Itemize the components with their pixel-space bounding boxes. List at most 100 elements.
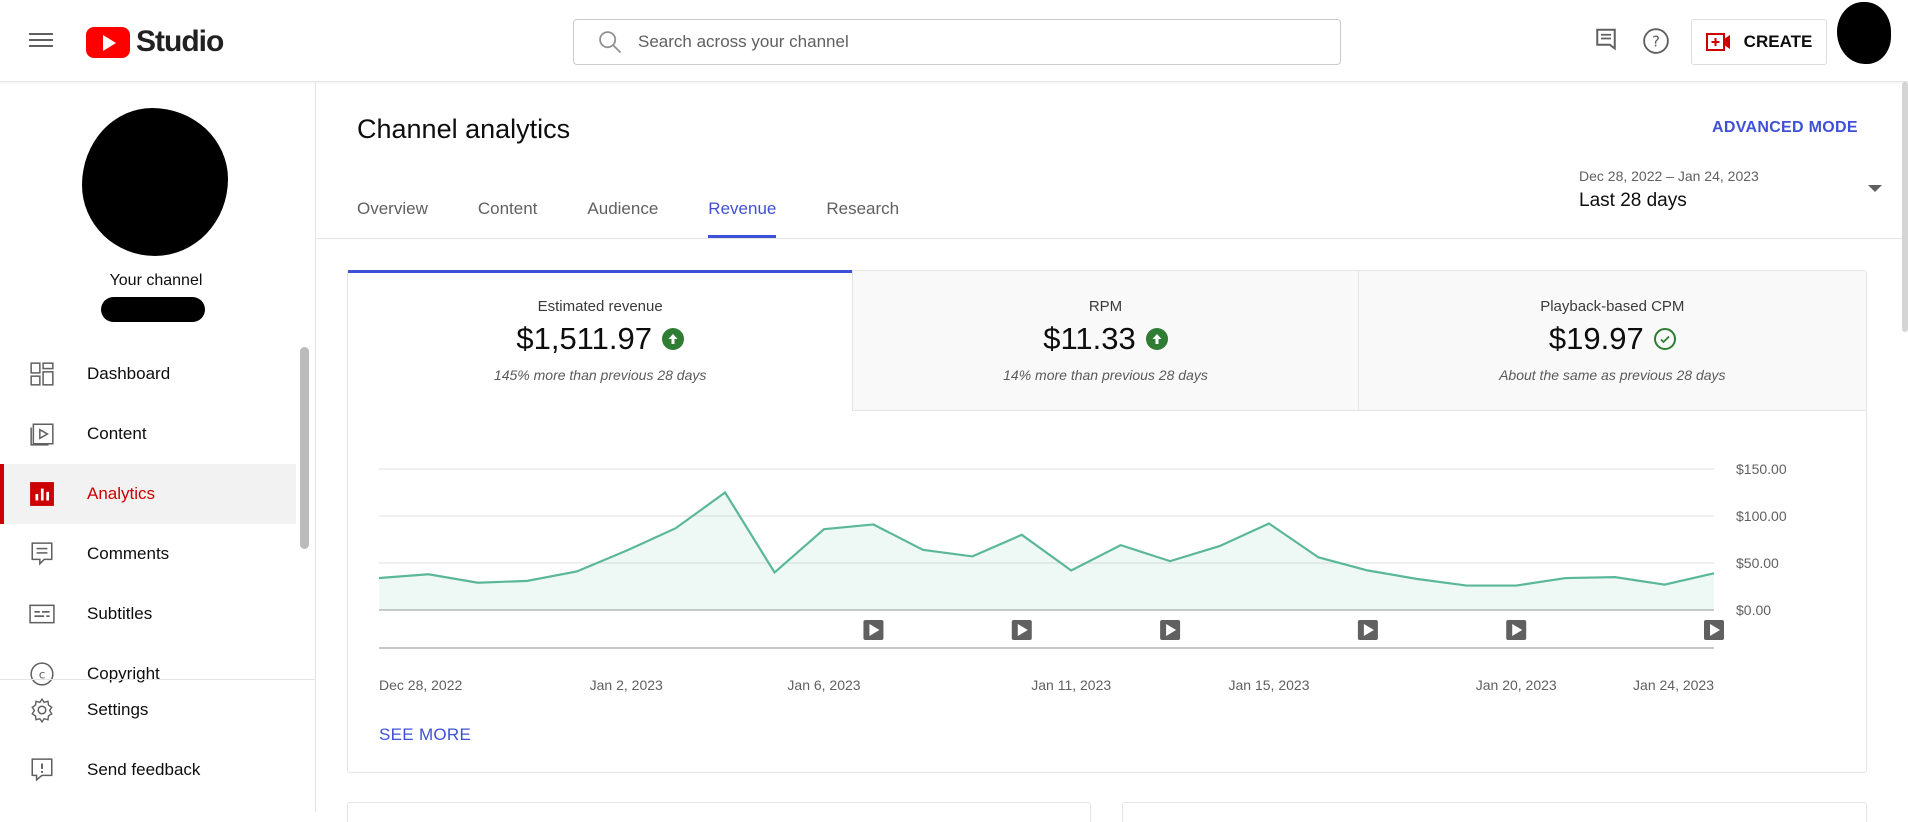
metric-value-row: $19.97 (1359, 321, 1866, 357)
sidebar-item-label: Settings (87, 700, 149, 719)
tab-audience[interactable]: Audience (587, 199, 659, 218)
series-area (379, 492, 1714, 610)
metric-tabs: Estimated revenue $1,511.97 145% more th… (348, 270, 1866, 411)
x-tick-label: Jan 6, 2023 (787, 677, 860, 693)
sidebar-item-analytics[interactable]: Analytics (0, 464, 296, 524)
y-tick-label: $100.00 (1736, 508, 1787, 524)
account-avatar[interactable] (1837, 2, 1891, 64)
help-icon[interactable]: ? (1641, 26, 1671, 56)
page-scrollbar[interactable] (1902, 82, 1908, 332)
create-video-icon (1705, 33, 1730, 51)
sidebar-item-label: Copyright (87, 664, 160, 683)
gear-icon (31, 697, 53, 723)
sidebar-item-label: Dashboard (87, 364, 171, 383)
search-input[interactable] (638, 32, 1318, 52)
create-button[interactable]: CREATE (1691, 19, 1827, 65)
revenue-chart: $150.00 $100.00 $50.00 $0.00 Dec 28, 2022 Jan… (348, 411, 1868, 701)
sidebar-item-comments[interactable]: Comments (0, 524, 296, 584)
arrow-up-icon (661, 328, 684, 350)
metric-comparison: About the same as previous 28 days (1499, 367, 1726, 383)
sidebar: Your channel Dashboard Content Analytics… (0, 82, 316, 812)
x-tick-label: Jan 11, 2023 (1031, 677, 1111, 693)
sidebar-item-subtitles[interactable]: Subtitles (0, 584, 296, 644)
metric-value: $1,511.97 (516, 321, 652, 356)
play-icon (869, 624, 880, 636)
main-content: Channel analytics ADVANCED MODE Overview… (317, 82, 1908, 822)
feedback-icon (31, 758, 53, 782)
svg-text:?: ? (1652, 33, 1660, 51)
dashboard-icon (30, 362, 54, 386)
tab-overview[interactable]: Overview (357, 199, 428, 218)
revenue-card: Estimated revenue $1,511.97 145% more th… (347, 270, 1867, 773)
your-channel-label: Your channel (109, 272, 203, 289)
svg-text:c: c (39, 667, 46, 681)
bottom-card-left (347, 802, 1091, 822)
x-tick-label: Jan 2, 2023 (590, 677, 663, 693)
chevron-down-icon (1868, 185, 1882, 192)
x-tick-label: Jan 24, 2023 (1633, 677, 1714, 693)
search-icon (599, 31, 622, 54)
channel-name-redacted (101, 297, 205, 322)
y-tick-label: $150.00 (1736, 461, 1787, 477)
metric-value-row: $11.33 (853, 321, 1357, 357)
sidebar-item-dashboard[interactable]: Dashboard (0, 344, 296, 404)
sidebar-item-content[interactable]: Content (0, 404, 296, 464)
metric-value: $19.97 (1548, 321, 1644, 356)
sidebar-item-label: Analytics (87, 484, 156, 503)
x-tick-label: Jan 15, 2023 (1229, 677, 1310, 693)
sidebar-item-label: Comments (87, 544, 170, 563)
top-bar: Studio ? CREATE (0, 0, 1908, 82)
metric-estimated-revenue[interactable]: Estimated revenue $1,511.97 145% more th… (348, 270, 854, 411)
advanced-mode-button[interactable]: ADVANCED MODE (1712, 119, 1858, 136)
play-icon (1512, 624, 1523, 636)
x-tick-label: Jan 20, 2023 (1476, 677, 1557, 693)
youtube-logo-icon (86, 26, 130, 58)
analytics-tabs: Overview Content Audience Revenue Resear… (357, 199, 949, 239)
sidebar-item-label: Content (87, 424, 147, 443)
metric-value-row: $1,511.97 (348, 321, 852, 357)
y-tick-label: $50.00 (1736, 555, 1779, 571)
sidebar-scrollbar[interactable] (300, 347, 309, 549)
subtitles-icon (29, 604, 55, 624)
sidebar-bottom-nav: Settings Send feedback (0, 679, 316, 800)
arrow-up-icon (1145, 328, 1168, 350)
metric-label: Playback-based CPM (1540, 298, 1685, 315)
date-range-picker[interactable]: Dec 28, 2022 – Jan 24, 2023 Last 28 days (1579, 168, 1899, 218)
metric-comparison: 14% more than previous 28 days (1003, 367, 1208, 383)
messages-icon[interactable] (1591, 26, 1621, 56)
y-tick-label: $0.00 (1736, 602, 1771, 618)
comments-icon (31, 542, 53, 566)
play-icon (1363, 624, 1374, 636)
sidebar-item-settings[interactable]: Settings (0, 680, 316, 740)
bottom-card-right (1122, 802, 1867, 822)
check-circle-icon (1653, 328, 1676, 350)
sidebar-item-label: Send feedback (87, 760, 201, 779)
metric-label: Estimated revenue (537, 298, 663, 315)
menu-icon[interactable] (29, 29, 53, 53)
series-line (378, 490, 1715, 587)
play-icon (1710, 624, 1720, 636)
play-icon (1166, 624, 1177, 636)
create-label: CREATE (1743, 32, 1813, 51)
sidebar-item-label: Subtitles (87, 604, 153, 623)
metric-label: RPM (1088, 298, 1123, 315)
tab-content[interactable]: Content (477, 199, 538, 218)
tab-revenue[interactable]: Revenue (708, 199, 777, 239)
metric-comparison: 145% more than previous 28 days (493, 367, 707, 383)
revenue-chart-svg: $150.00 $100.00 $50.00 $0.00 Dec 28, 2022 Jan… (378, 461, 1787, 693)
page-title: Channel analytics (357, 114, 571, 144)
channel-avatar[interactable] (82, 108, 228, 256)
sidebar-item-send-feedback[interactable]: Send feedback (0, 740, 316, 800)
tab-research[interactable]: Research (826, 199, 900, 218)
sidebar-item-copyright[interactable]: c Copyright (0, 644, 296, 704)
app-title: Studio (136, 25, 224, 58)
see-more-button[interactable]: SEE MORE (379, 725, 472, 744)
metric-playback-cpm[interactable]: Playback-based CPM $19.97 About the same… (1358, 271, 1866, 411)
play-icon (1017, 624, 1028, 636)
date-range-label: Last 28 days (1579, 190, 1687, 211)
x-tick-label: Dec 28, 2022 (379, 677, 462, 693)
metric-rpm[interactable]: RPM $11.33 14% more than previous 28 day… (853, 271, 1359, 411)
search-box[interactable] (573, 19, 1341, 65)
copyright-icon: c (30, 662, 54, 686)
studio-logo[interactable]: Studio (86, 25, 224, 59)
